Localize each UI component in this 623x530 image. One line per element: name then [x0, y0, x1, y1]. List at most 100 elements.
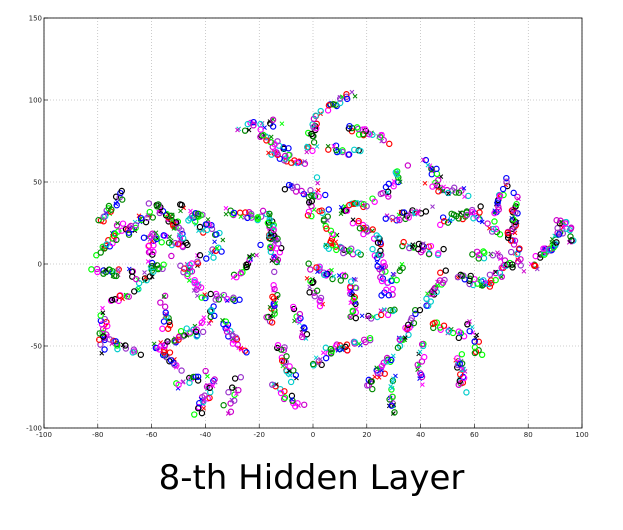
data-point [470, 215, 477, 222]
data-point [250, 252, 256, 258]
data-point [329, 267, 334, 273]
data-point [104, 322, 111, 330]
data-point [402, 335, 408, 341]
data-point [325, 143, 331, 149]
data-point [327, 345, 334, 353]
data-point [480, 248, 487, 255]
data-point [142, 218, 150, 226]
data-point [378, 362, 386, 370]
data-point [462, 194, 467, 200]
data-point [175, 336, 182, 343]
data-point [149, 274, 155, 280]
data-point [360, 203, 367, 211]
data-points [88, 89, 577, 418]
chart-caption: 8-th Hidden Layer [158, 458, 465, 498]
data-point [416, 351, 422, 357]
data-point [376, 134, 381, 139]
data-point [100, 333, 107, 340]
data-point [183, 325, 190, 332]
data-point [338, 204, 344, 210]
data-point [214, 245, 220, 251]
data-point [388, 402, 395, 409]
data-point [516, 245, 523, 252]
data-point [111, 296, 119, 303]
data-point [333, 246, 340, 254]
data-point [289, 303, 297, 311]
data-point [380, 359, 387, 366]
data-point [238, 214, 244, 219]
data-point [541, 251, 548, 258]
data-point [178, 367, 185, 374]
data-point [408, 314, 415, 322]
data-point [553, 239, 560, 246]
data-point [415, 245, 422, 253]
x-tick-label: 40 [416, 431, 425, 439]
data-point [281, 388, 288, 395]
data-point [150, 242, 157, 249]
data-point [355, 131, 363, 138]
data-point [393, 276, 400, 284]
data-point [269, 123, 277, 130]
data-point [422, 208, 430, 215]
data-point [175, 333, 183, 341]
data-point [160, 232, 167, 239]
data-point [425, 162, 431, 168]
x-tick-label: 0 [311, 431, 315, 439]
x-tick-label: -40 [200, 431, 211, 439]
data-point [100, 310, 106, 316]
data-point [470, 330, 476, 336]
data-point [555, 231, 563, 238]
data-point [88, 266, 95, 273]
data-point [126, 224, 133, 231]
data-point [308, 130, 315, 138]
data-point [160, 261, 167, 268]
data-point [331, 143, 337, 149]
x-tick-label: -60 [146, 431, 157, 439]
data-point [313, 287, 321, 294]
data-point [426, 248, 432, 254]
data-point [394, 344, 402, 351]
data-point [568, 237, 575, 244]
data-point [192, 210, 199, 217]
data-point [281, 394, 289, 401]
data-point [211, 376, 218, 383]
data-point [97, 249, 104, 256]
data-point [186, 278, 192, 283]
data-point [157, 299, 164, 306]
data-point [363, 203, 370, 210]
data-point [224, 298, 230, 303]
data-point [404, 162, 412, 169]
data-point [118, 187, 125, 195]
data-point [271, 302, 278, 309]
data-point [268, 151, 275, 158]
data-point [317, 294, 325, 302]
data-point [503, 174, 510, 182]
data-point [475, 255, 482, 262]
data-point [481, 249, 488, 256]
data-point [554, 233, 559, 239]
data-point [175, 381, 182, 389]
data-point [374, 260, 380, 266]
data-point [302, 159, 308, 164]
data-point [349, 307, 356, 315]
data-point [455, 381, 462, 388]
data-point [266, 222, 273, 229]
data-point [238, 345, 244, 351]
data-point [99, 329, 106, 337]
data-point [549, 240, 555, 245]
data-point [439, 214, 447, 221]
data-point [467, 319, 472, 324]
data-point [507, 248, 515, 256]
data-point [439, 279, 447, 286]
data-point [346, 247, 353, 254]
data-point [510, 189, 517, 197]
data-point [499, 185, 507, 193]
data-point [161, 292, 169, 300]
data-point [205, 221, 212, 228]
data-point [290, 367, 297, 374]
data-point [120, 342, 126, 348]
data-point [374, 251, 379, 257]
data-point [105, 334, 111, 339]
data-point [438, 186, 443, 191]
data-point [250, 122, 257, 129]
